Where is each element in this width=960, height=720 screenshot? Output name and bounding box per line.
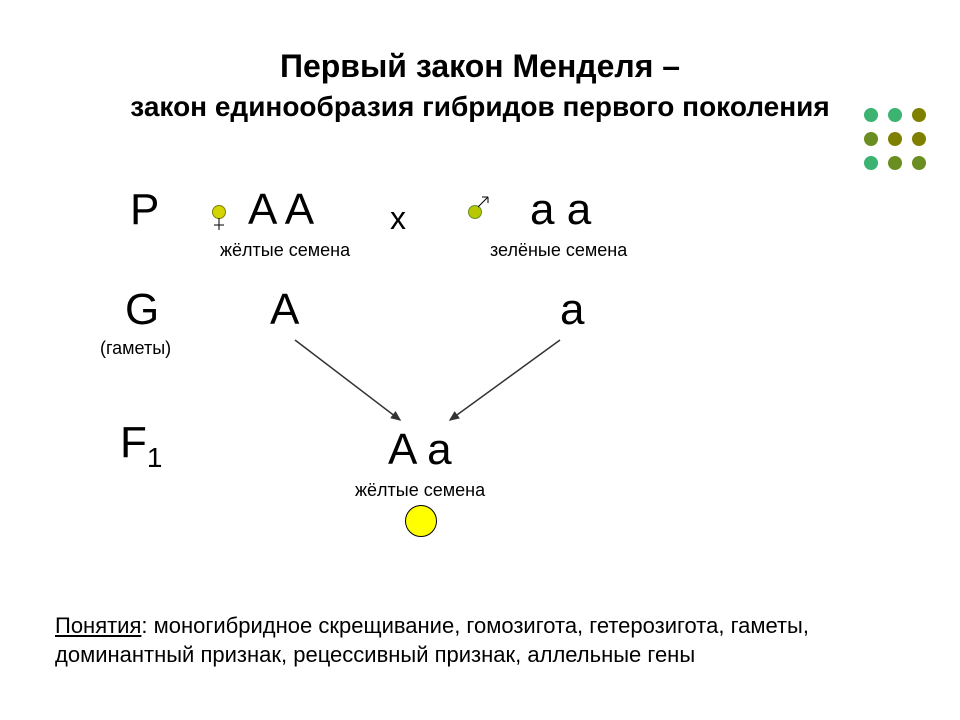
dot-icon [912, 108, 926, 122]
gamete2: a [560, 285, 584, 335]
label-F1-letter: F [120, 418, 147, 467]
label-F1-subscript: 1 [147, 442, 163, 473]
parent1-genotype: A A [248, 185, 314, 235]
title-main: Первый закон Менделя – [0, 48, 960, 85]
label-G-note: (гаметы) [100, 338, 171, 359]
dot-icon [888, 132, 902, 146]
dot-icon [864, 132, 878, 146]
label-G: G [125, 285, 159, 335]
slide-title: Первый закон Менделя – закон единообрази… [0, 48, 960, 123]
offspring-genotype: A a [388, 425, 452, 475]
title-sub: закон единообразия гибридов первого поко… [0, 91, 960, 123]
dot-icon [888, 156, 902, 170]
label-P: P [130, 185, 159, 235]
dot-icon [864, 108, 878, 122]
concepts-text: : моногибридное скрещивание, гомозигота,… [55, 613, 809, 668]
offspring-phenotype: жёлтые семена [355, 480, 485, 501]
arrow-gamete2-to-offspring [430, 335, 630, 435]
cross-symbol: x [390, 200, 406, 237]
gamete1: A [270, 285, 299, 335]
seed-female-icon [212, 205, 226, 219]
dot-icon [888, 108, 902, 122]
parent2-phenotype: зелёные семена [490, 240, 627, 261]
dot-icon [912, 132, 926, 146]
parent2-genotype: a a [530, 185, 591, 235]
male-symbol-icon [478, 195, 492, 209]
seed-offspring-icon [405, 505, 437, 537]
dot-icon [864, 156, 878, 170]
concepts-label: Понятия [55, 613, 141, 638]
decorative-dot-grid [864, 108, 930, 174]
parent1-phenotype: жёлтые семена [220, 240, 350, 261]
label-F1: F1 [120, 418, 162, 474]
concepts-block: Понятия: моногибридное скрещивание, гомо… [55, 611, 905, 670]
female-symbol-icon [212, 218, 226, 232]
dot-icon [912, 156, 926, 170]
